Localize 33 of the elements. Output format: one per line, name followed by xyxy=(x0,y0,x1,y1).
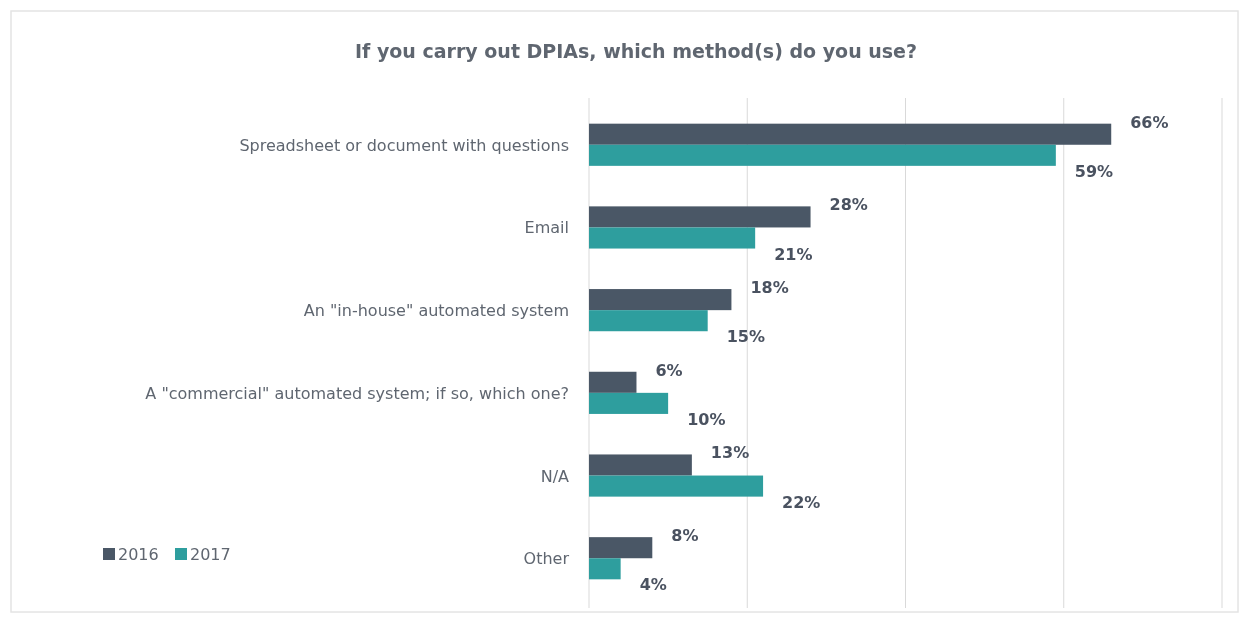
bar xyxy=(589,227,756,249)
legend-label: 2017 xyxy=(190,545,231,564)
bar xyxy=(589,123,1112,145)
bar xyxy=(589,310,708,332)
data-label: 10% xyxy=(687,409,726,429)
legend-label: 2016 xyxy=(118,545,159,564)
y-tick-label: An "in-house" automated system xyxy=(303,301,569,321)
data-label: 28% xyxy=(829,195,868,215)
data-label: 6% xyxy=(655,360,683,380)
bar xyxy=(589,206,811,228)
data-label: 4% xyxy=(639,575,667,595)
data-label: 22% xyxy=(782,492,821,512)
chart-title: If you carry out DPIAs, which method(s) do you use? xyxy=(354,40,918,62)
y-tick-label: Other xyxy=(523,549,570,569)
bar xyxy=(589,289,732,311)
y-tick-label: Spreadsheet or document with questions xyxy=(239,135,569,155)
data-label: 8% xyxy=(671,526,699,546)
y-tick-label: Email xyxy=(524,218,569,238)
bar xyxy=(589,558,621,580)
data-label: 21% xyxy=(774,244,813,264)
bar xyxy=(589,537,653,559)
data-label: 13% xyxy=(710,443,750,463)
bar xyxy=(589,144,1056,166)
data-label: 66% xyxy=(1130,112,1169,132)
data-label: 15% xyxy=(726,327,765,347)
y-tick-label: N/A xyxy=(540,466,570,486)
bar xyxy=(589,475,764,497)
bar xyxy=(589,392,669,414)
bar xyxy=(589,371,637,393)
y-tick-label: A "commercial" automated system; if so, which one? xyxy=(145,383,569,403)
data-label: 18% xyxy=(750,278,789,298)
data-label: 59% xyxy=(1074,161,1114,181)
bar xyxy=(589,454,692,476)
